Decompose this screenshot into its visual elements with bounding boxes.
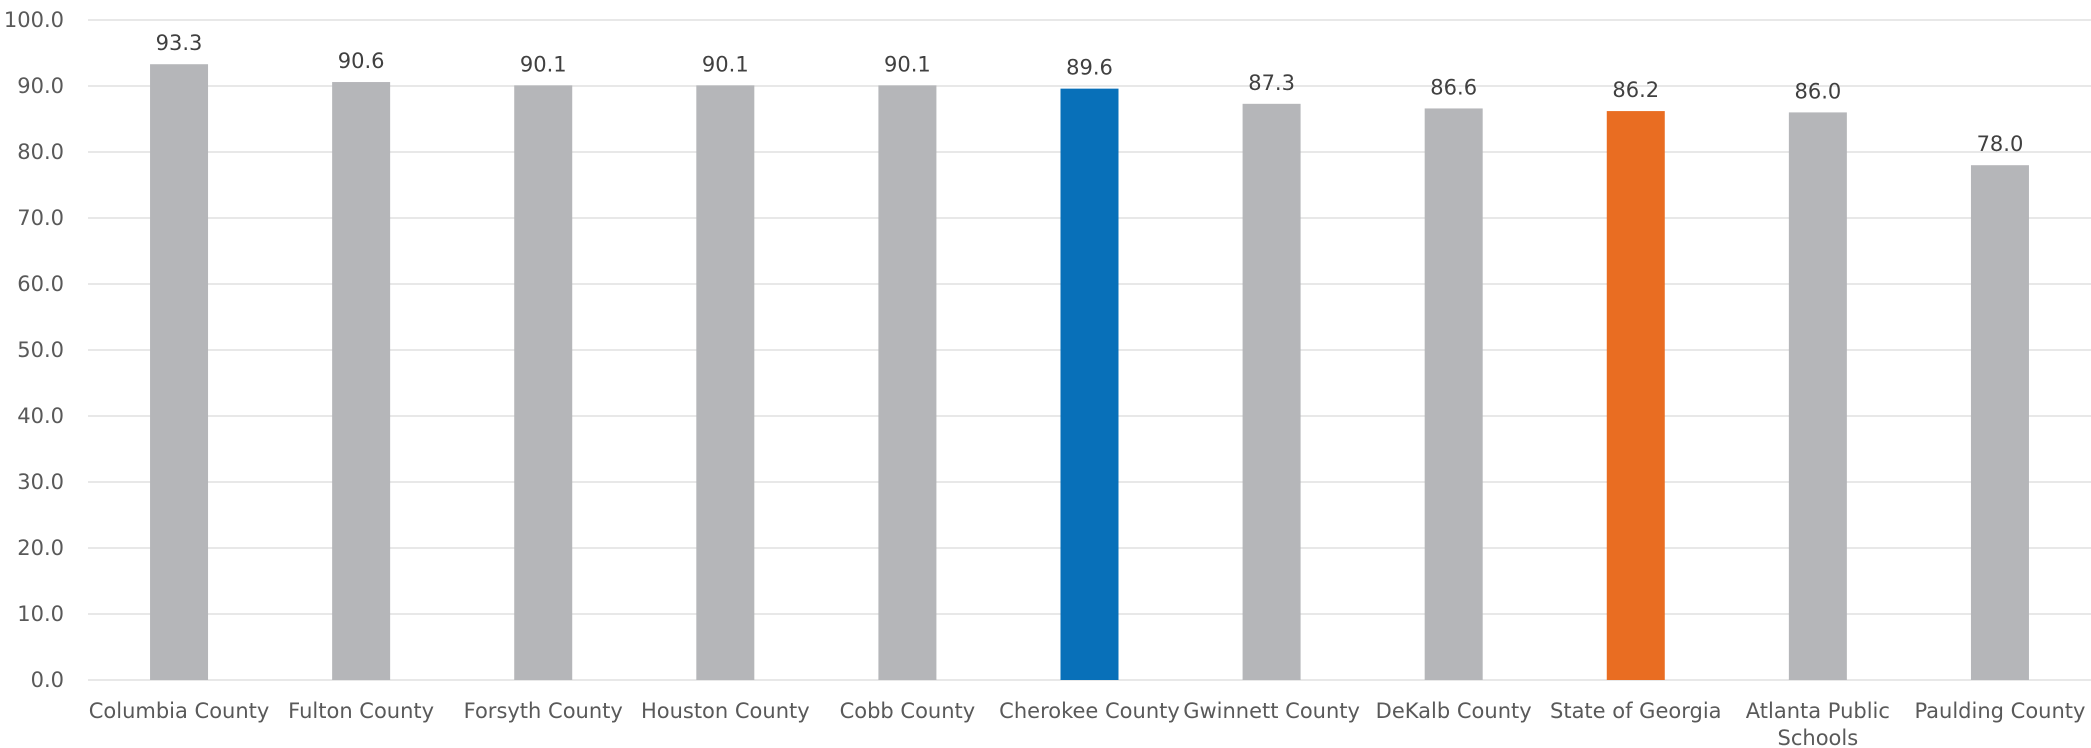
bar xyxy=(1788,112,1847,680)
x-tick-label: Fulton County xyxy=(288,699,434,723)
data-label: 93.3 xyxy=(156,31,203,55)
bar xyxy=(332,82,391,681)
data-labels: 93.3 90.6 90.1 90.1 90.1 89.6 87.3 86.6 86.2 86.0… xyxy=(156,31,2024,156)
y-tick-label: 60.0 xyxy=(17,272,64,296)
y-tick-label: 90.0 xyxy=(17,74,64,98)
x-tick-label: Gwinnett County xyxy=(1183,699,1360,723)
data-label: 86.6 xyxy=(1430,75,1477,99)
bar xyxy=(1242,103,1301,680)
x-axis-tick-labels: Columbia County Fulton County Forsyth Coun… xyxy=(89,699,2086,748)
data-label: 86.0 xyxy=(1794,79,1841,103)
bar xyxy=(150,64,209,681)
bar xyxy=(1424,108,1483,680)
y-tick-label: 20.0 xyxy=(17,536,64,560)
y-tick-label: 50.0 xyxy=(17,338,64,362)
data-label: 87.3 xyxy=(1248,71,1295,95)
x-tick-label: Paulding County xyxy=(1914,699,2085,723)
data-label: 89.6 xyxy=(1066,56,1113,80)
y-axis-tick-labels: 0.0 10.0 20.0 30.0 40.0 50.0 60.0 70.0 80.0 90.0 1… xyxy=(4,8,64,692)
x-tick-label: Houston County xyxy=(641,699,810,723)
data-label: 90.1 xyxy=(520,52,567,76)
x-tick-label: DeKalb County xyxy=(1376,699,1532,723)
y-tick-label: 40.0 xyxy=(17,404,64,428)
bars xyxy=(150,64,2029,681)
x-tick-label: Columbia County xyxy=(89,699,270,723)
bar xyxy=(514,85,573,681)
x-tick-label: State of Georgia xyxy=(1550,699,1722,723)
x-tick-label: Atlanta Public Schools xyxy=(1746,699,1890,748)
y-tick-label: 70.0 xyxy=(17,206,64,230)
data-label: 90.1 xyxy=(884,52,931,76)
y-tick-label: 100.0 xyxy=(4,8,64,32)
data-label: 86.2 xyxy=(1612,78,1659,102)
data-label: 78.0 xyxy=(1977,132,2024,156)
bar xyxy=(1060,88,1119,680)
bar xyxy=(878,85,937,681)
x-tick-label: Cobb County xyxy=(840,699,976,723)
y-tick-label: 10.0 xyxy=(17,602,64,626)
x-tick-label: Forsyth County xyxy=(464,699,623,723)
bar xyxy=(1970,165,2029,680)
data-label: 90.6 xyxy=(338,49,385,73)
y-tick-label: 0.0 xyxy=(31,668,64,692)
y-tick-label: 80.0 xyxy=(17,140,64,164)
x-tick-label: Cherokee County xyxy=(999,699,1180,723)
y-tick-label: 30.0 xyxy=(17,470,64,494)
bar xyxy=(696,85,755,681)
data-label: 90.1 xyxy=(702,52,749,76)
bar xyxy=(1606,111,1665,680)
